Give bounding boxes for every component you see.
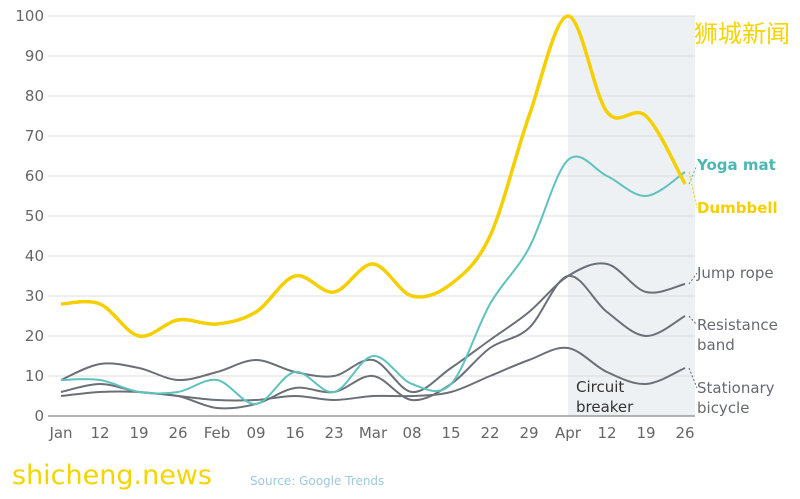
y-tick-label: 40: [25, 247, 44, 265]
series-label: Yoga mat: [696, 156, 776, 174]
series-jump-rope: [60, 262, 686, 394]
x-tick-label: 29: [519, 424, 538, 442]
x-tick-label: 23: [324, 424, 343, 442]
y-tick-label: 50: [25, 207, 44, 225]
series-label: Dumbbell: [697, 199, 778, 217]
x-tick-label: Apr: [555, 424, 582, 442]
y-tick-label: 100: [15, 7, 44, 25]
series-yoga-mat: [60, 155, 686, 405]
series-label: Jump rope: [696, 264, 774, 282]
y-tick-label: 60: [25, 167, 44, 185]
series-label: Resistance: [697, 316, 778, 334]
label-leader: [688, 367, 698, 389]
label-leader: [688, 164, 698, 185]
series-resistance-band: [60, 274, 686, 410]
y-tick-label: 80: [25, 87, 44, 105]
x-tick-label: 19: [636, 424, 655, 442]
y-tick-label: 30: [25, 287, 44, 305]
x-tick-label: 08: [402, 424, 421, 442]
y-tick-label: 20: [25, 327, 44, 345]
source-note: Source: Google Trends: [250, 474, 385, 488]
watermark-en: shicheng.news: [12, 460, 212, 491]
x-tick-label: Feb: [204, 424, 231, 442]
x-tick-label: Mar: [359, 424, 388, 442]
x-tick-label: 16: [285, 424, 304, 442]
x-tick-label: 15: [441, 424, 460, 442]
x-tick-label: Jan: [48, 424, 72, 442]
circuit-breaker-label: Circuit: [576, 378, 624, 396]
y-tick-label: 10: [25, 367, 44, 385]
x-tick-label: 09: [246, 424, 265, 442]
x-tick-label: 12: [597, 424, 616, 442]
series-label: Stationary: [697, 379, 775, 397]
y-tick-label: 0: [34, 407, 44, 425]
series-label: band: [697, 336, 735, 354]
series-dumbbell: [60, 14, 687, 338]
circuit-breaker-label: breaker: [576, 398, 634, 416]
x-tick-label: 12: [90, 424, 109, 442]
series-label: bicycle: [697, 399, 749, 417]
x-tick-label: 26: [168, 424, 187, 442]
x-tick-label: 19: [129, 424, 148, 442]
y-tick-label: 70: [25, 127, 44, 145]
x-tick-label: 22: [480, 424, 499, 442]
watermark-cn: 狮城新闻: [694, 20, 790, 48]
y-tick-label: 90: [25, 47, 44, 65]
x-tick-label: 26: [675, 424, 694, 442]
